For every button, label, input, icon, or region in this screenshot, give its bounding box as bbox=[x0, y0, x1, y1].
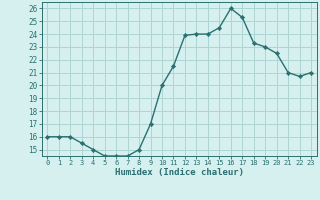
X-axis label: Humidex (Indice chaleur): Humidex (Indice chaleur) bbox=[115, 168, 244, 177]
